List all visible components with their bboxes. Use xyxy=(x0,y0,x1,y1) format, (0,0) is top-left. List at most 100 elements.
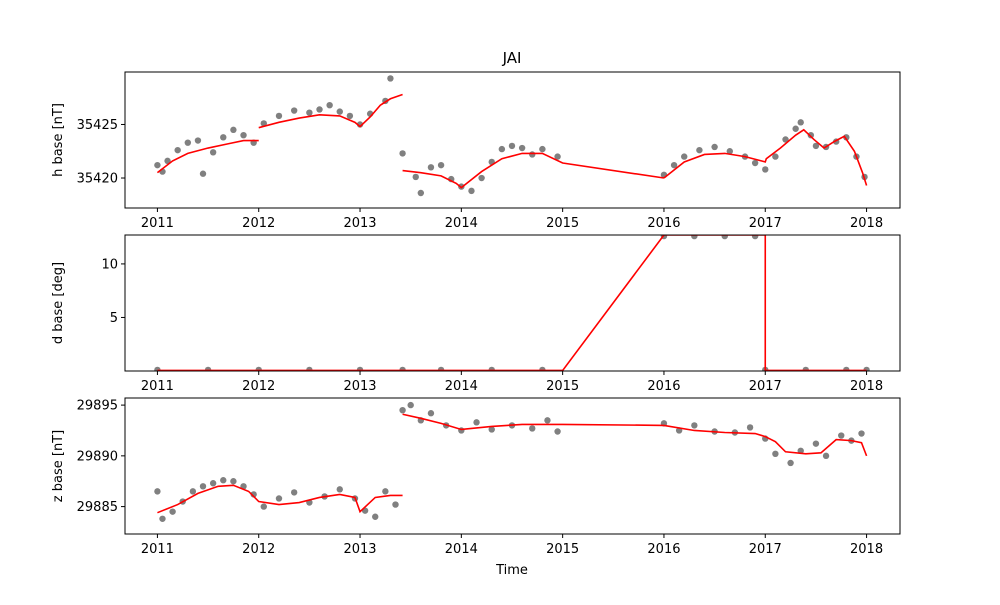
x-tick-label-z-5: 2016 xyxy=(647,542,680,557)
data-point-z-32 xyxy=(544,417,551,424)
data-point-h-51 xyxy=(792,125,799,132)
data-point-h-27 xyxy=(427,164,435,171)
data-point-h-5 xyxy=(194,137,202,144)
data-point-h-0 xyxy=(154,161,161,169)
x-tick-label-z-2: 2013 xyxy=(343,542,376,557)
data-point-z-48 xyxy=(858,430,865,437)
y-tick-label-z-1: 29890 xyxy=(77,449,118,464)
x-tick-label-d-6: 2017 xyxy=(749,379,782,394)
data-point-z-19 xyxy=(372,513,379,520)
x-axis-label: Time xyxy=(495,563,528,578)
data-point-z-39 xyxy=(746,424,754,431)
data-point-h-35 xyxy=(508,142,516,150)
y-axis-label-d: d base [deg] xyxy=(51,262,66,344)
y-tick-label-z-2: 29895 xyxy=(77,399,118,414)
data-point-h-44 xyxy=(711,143,718,151)
fit-line-z-0 xyxy=(157,484,403,514)
data-point-h-24 xyxy=(399,150,406,157)
panel-h: 2011 2012 2013 2014 2015 2016 2017 2018 35420 354… xyxy=(51,71,901,231)
x-tick-label-z-1: 2012 xyxy=(242,542,275,557)
data-point-h-47 xyxy=(751,159,759,167)
data-point-h-9 xyxy=(230,126,237,134)
data-point-z-33 xyxy=(554,428,561,435)
x-tick-label-d-2: 2013 xyxy=(343,379,376,394)
y-tick-label-d-0: 5 xyxy=(110,311,118,326)
y-axis-label-z: z base [nT] xyxy=(51,430,66,502)
x-tick-label-h-0: 2011 xyxy=(141,216,174,231)
x-tick-label-h-4: 2015 xyxy=(546,216,579,231)
plot-area-z xyxy=(154,401,868,522)
data-point-h-26 xyxy=(417,189,425,197)
y-tick-label-h-0: 35420 xyxy=(77,172,118,187)
x-tick-label-z-3: 2014 xyxy=(445,542,478,557)
data-point-h-23 xyxy=(387,75,394,82)
data-point-h-18 xyxy=(336,108,343,115)
data-point-h-14 xyxy=(290,107,298,114)
fit-line-z-1 xyxy=(402,413,664,431)
data-point-h-50 xyxy=(782,136,789,143)
data-point-h-28 xyxy=(437,161,445,169)
fit-line-z-2 xyxy=(663,424,868,457)
data-point-h-25 xyxy=(412,173,419,181)
data-point-h-45 xyxy=(726,148,733,155)
data-point-h-53 xyxy=(807,131,815,139)
data-point-z-31 xyxy=(529,425,536,432)
panel-d: 2011 2012 2013 2014 2015 2016 2017 2018 5 10 d bas… xyxy=(51,234,901,394)
data-point-h-31 xyxy=(468,187,475,195)
x-tick-label-z-7: 2018 xyxy=(850,542,883,557)
data-point-z-13 xyxy=(290,489,298,496)
data-point-z-42 xyxy=(787,459,794,467)
fit-line-h-2 xyxy=(402,152,665,189)
data-point-d-11 xyxy=(721,235,728,240)
x-tick-label-h-6: 2017 xyxy=(749,216,782,231)
y-tick-label-h-1: 35425 xyxy=(77,118,118,133)
data-point-d-10 xyxy=(691,235,698,240)
data-point-h-30 xyxy=(458,183,465,190)
data-point-h-10 xyxy=(240,131,247,139)
data-point-z-22 xyxy=(399,406,406,414)
data-point-h-16 xyxy=(316,106,323,113)
data-point-h-39 xyxy=(554,153,561,160)
data-point-h-34 xyxy=(498,145,506,153)
x-tick-label-h-2: 2013 xyxy=(343,216,376,231)
x-tick-label-d-1: 2012 xyxy=(242,379,275,394)
data-point-z-1 xyxy=(159,515,166,522)
data-point-h-49 xyxy=(772,153,779,160)
data-point-h-8 xyxy=(220,134,227,141)
data-point-z-44 xyxy=(812,440,820,447)
data-point-z-5 xyxy=(199,483,207,490)
data-point-z-45 xyxy=(822,452,830,460)
data-point-h-17 xyxy=(326,102,333,109)
data-point-h-32 xyxy=(478,174,485,182)
data-point-z-4 xyxy=(189,488,197,495)
fit-line-h-1 xyxy=(258,93,403,129)
x-tick-label-z-0: 2011 xyxy=(141,542,174,557)
data-point-z-29 xyxy=(488,426,495,433)
data-point-h-4 xyxy=(184,139,192,146)
x-tick-label-d-4: 2015 xyxy=(546,379,579,394)
data-point-h-15 xyxy=(306,109,313,116)
data-point-h-36 xyxy=(518,144,526,152)
y-tick-label-z-0: 29885 xyxy=(77,500,118,515)
data-point-z-28 xyxy=(473,419,480,426)
data-point-h-19 xyxy=(346,112,354,120)
data-point-z-23 xyxy=(407,401,414,409)
plot-area-h xyxy=(154,75,868,197)
x-tick-label-d-0: 2011 xyxy=(141,379,174,394)
y-tick-label-d-1: 10 xyxy=(101,257,118,272)
x-tick-label-d-7: 2018 xyxy=(850,379,883,394)
data-point-z-7 xyxy=(220,477,227,484)
data-point-h-12 xyxy=(260,120,267,127)
x-tick-label-h-5: 2016 xyxy=(647,216,680,231)
data-point-h-2 xyxy=(164,157,171,165)
data-point-d-12 xyxy=(751,235,759,240)
data-point-h-54 xyxy=(812,142,820,150)
data-point-z-21 xyxy=(392,501,399,508)
y-axis-label-h: h base [nT] xyxy=(51,103,66,177)
x-tick-label-h-3: 2014 xyxy=(445,216,478,231)
data-point-z-0 xyxy=(154,488,161,495)
data-point-z-41 xyxy=(772,450,779,458)
axes-frame-d xyxy=(124,234,901,372)
data-point-z-10 xyxy=(250,491,257,498)
